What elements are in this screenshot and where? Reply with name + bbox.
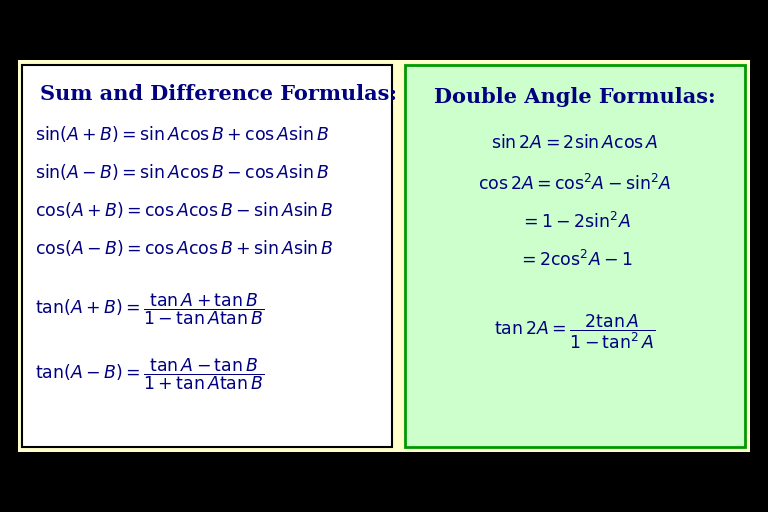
Text: Sum and Difference Formulas:: Sum and Difference Formulas: xyxy=(40,84,397,104)
FancyBboxPatch shape xyxy=(405,65,745,447)
FancyBboxPatch shape xyxy=(18,60,750,452)
Text: $\sin(A+B) = \sin A\cos B + \cos A\sin B$: $\sin(A+B) = \sin A\cos B + \cos A\sin B… xyxy=(35,124,329,144)
Text: $\cos(A+B) = \cos A\cos B - \sin A\sin B$: $\cos(A+B) = \cos A\cos B - \sin A\sin B… xyxy=(35,200,333,220)
Text: $\sin(A-B) = \sin A\cos B - \cos A\sin B$: $\sin(A-B) = \sin A\cos B - \cos A\sin B… xyxy=(35,162,329,182)
Text: $\cos(A-B) = \cos A\cos B + \sin A\sin B$: $\cos(A-B) = \cos A\cos B + \sin A\sin B… xyxy=(35,238,333,258)
Text: $\tan(A-B) = \dfrac{\tan A - \tan B}{1 + \tan A\tan B}$: $\tan(A-B) = \dfrac{\tan A - \tan B}{1 +… xyxy=(35,357,264,392)
Text: $\tan 2A = \dfrac{2\tan A}{1 - \tan^2 A}$: $\tan 2A = \dfrac{2\tan A}{1 - \tan^2 A}… xyxy=(495,312,656,351)
FancyBboxPatch shape xyxy=(22,65,392,447)
Text: Double Angle Formulas:: Double Angle Formulas: xyxy=(434,87,716,107)
Text: $= 2\cos^2\!A - 1$: $= 2\cos^2\!A - 1$ xyxy=(518,250,632,270)
Text: $= 1 - 2\sin^2\!A$: $= 1 - 2\sin^2\!A$ xyxy=(520,212,631,232)
Text: $\tan(A+B) = \dfrac{\tan A + \tan B}{1 - \tan A\tan B}$: $\tan(A+B) = \dfrac{\tan A + \tan B}{1 -… xyxy=(35,292,264,328)
Text: $\cos 2A = \cos^2\!A - \sin^2\!A$: $\cos 2A = \cos^2\!A - \sin^2\!A$ xyxy=(478,174,671,194)
Text: $\sin 2A = 2\sin A\cos A$: $\sin 2A = 2\sin A\cos A$ xyxy=(492,134,659,152)
